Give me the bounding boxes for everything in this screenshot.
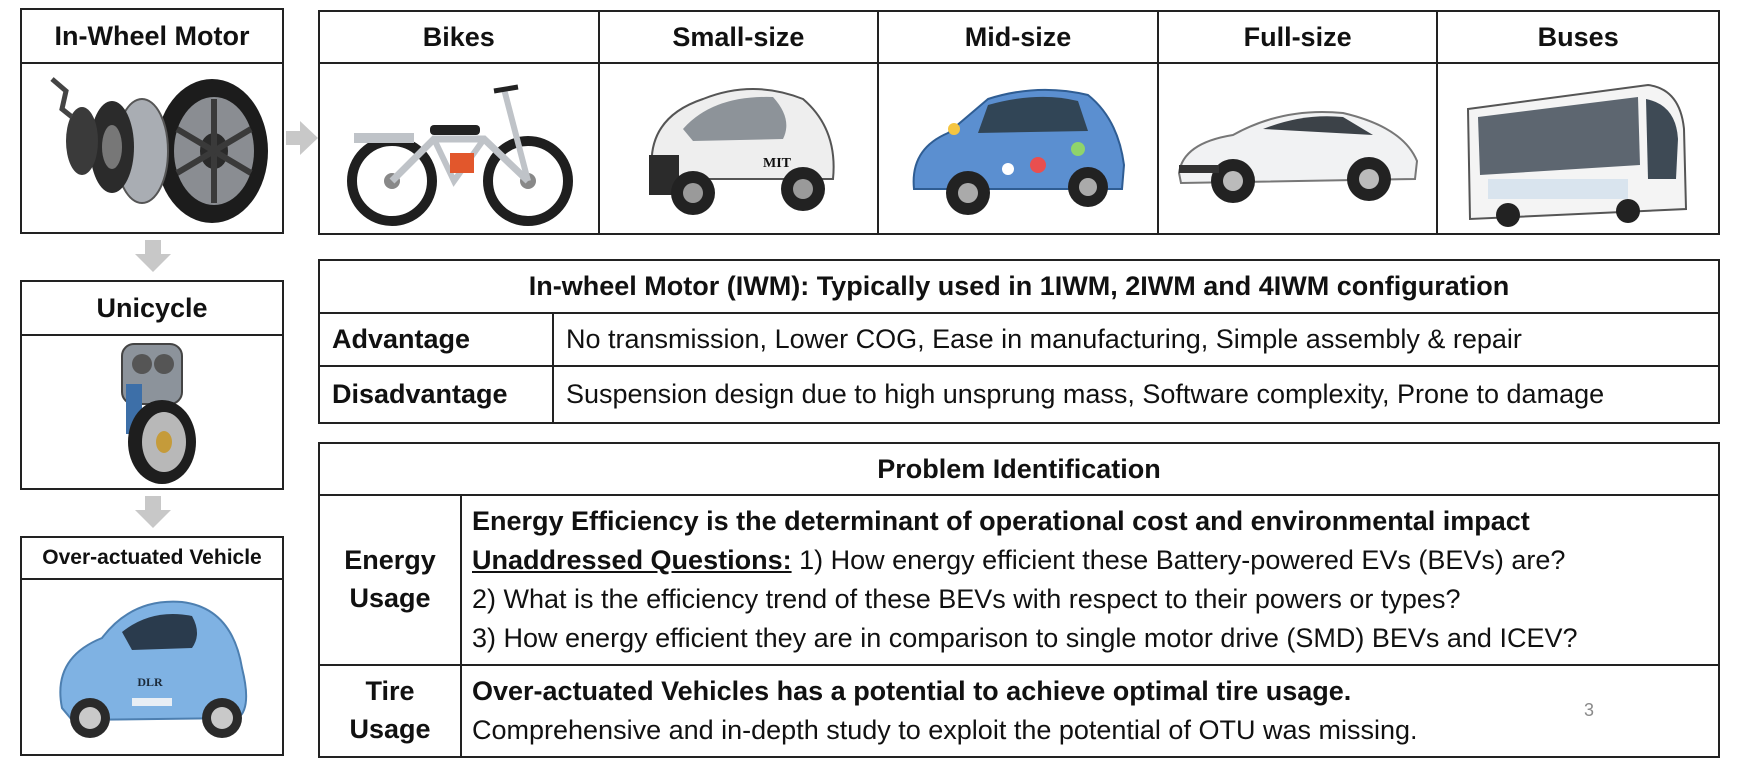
in-wheel-motor-panel: In-Wheel Motor xyxy=(20,8,284,234)
down-arrow-icon xyxy=(135,496,171,528)
advantage-value: No transmission, Lower COG, Ease in manu… xyxy=(552,311,1720,367)
energy-usage-content: Energy Efficiency is the determinant of … xyxy=(460,494,1720,666)
tire-usage-content: Over-actuated Vehicles has a potential t… xyxy=(460,664,1720,758)
full-size-car-image xyxy=(1159,64,1439,233)
small-size-car-text: MIT xyxy=(763,156,792,171)
unicycle-image xyxy=(22,336,282,490)
page-number: 3 xyxy=(1584,700,1595,720)
advantage-label: Advantage xyxy=(318,311,554,367)
tire-headline: Over-actuated Vehicles has a potential t… xyxy=(472,676,1352,706)
right-arrow-icon xyxy=(286,121,318,155)
tire-detail: Comprehensive and in-depth study to expl… xyxy=(472,715,1418,745)
energy-headline: Energy Efficiency is the determinant of … xyxy=(472,506,1530,536)
vehicle-types-strip: Bikes Small-size Mid-size Full-size Buse… xyxy=(318,10,1720,235)
energy-usage-label: Energy Usage xyxy=(318,494,462,666)
vehicle-label-mid-size: Mid-size xyxy=(879,12,1159,64)
unicycle-title: Unicycle xyxy=(22,282,282,336)
in-wheel-motor-title: In-Wheel Motor xyxy=(22,10,282,64)
iwm-table-container: In-wheel Motor (IWM): Typically used in … xyxy=(318,259,1720,425)
energy-usage-label-line-1: Energy xyxy=(344,545,436,576)
down-arrow-icon xyxy=(135,240,171,272)
unaddressed-questions-label: Unaddressed Questions: xyxy=(472,545,792,575)
tire-usage-label-line-1: Tire xyxy=(365,676,415,707)
iwm-table: In-wheel Motor (IWM): Typically used in … xyxy=(318,259,1720,425)
over-actuated-car-text: DLR xyxy=(137,675,163,689)
disadvantage-label: Disadvantage xyxy=(318,364,554,425)
vehicle-label-full-size: Full-size xyxy=(1158,12,1439,64)
vehicle-label-buses: Buses xyxy=(1438,12,1718,64)
tire-usage-label: Tire Usage xyxy=(318,664,462,758)
bus-image xyxy=(1438,64,1718,233)
problem-identification-table: Problem Identification Energy Usage Ener… xyxy=(318,442,1720,758)
question-2: 2) What is the efficiency trend of these… xyxy=(472,584,1461,614)
table-row: Advantage No transmission, Lower COG, Ea… xyxy=(318,311,1720,367)
table-row: Disadvantage Suspension design due to hi… xyxy=(318,364,1720,425)
iwm-table-title: In-wheel Motor (IWM): Typically used in … xyxy=(318,259,1720,314)
vehicle-label-small-size: Small-size xyxy=(599,12,880,64)
bike-image xyxy=(320,64,600,233)
question-1-line: Unaddressed Questions: 1) How energy eff… xyxy=(472,541,1708,580)
vehicle-label-bikes: Bikes xyxy=(320,12,600,64)
problem-identification-title: Problem Identification xyxy=(318,442,1720,496)
disadvantage-value: Suspension design due to high unsprung m… xyxy=(552,364,1720,425)
unicycle-panel: Unicycle xyxy=(20,280,284,490)
question-3: 3) How energy efficient they are in comp… xyxy=(472,623,1578,653)
mid-size-car-image xyxy=(879,64,1159,233)
table-row: Energy Usage Energy Efficiency is the de… xyxy=(318,494,1720,666)
over-actuated-vehicle-image: DLR xyxy=(22,580,282,756)
energy-usage-label-line-2: Usage xyxy=(349,583,431,613)
small-size-car-image: MIT xyxy=(600,64,880,233)
over-actuated-vehicle-title: Over-actuated Vehicle xyxy=(22,538,282,580)
in-wheel-motor-image xyxy=(22,64,282,234)
over-actuated-vehicle-panel: Over-actuated Vehicle DLR xyxy=(20,536,284,756)
question-1: 1) How energy efficient these Battery-po… xyxy=(791,545,1566,575)
problem-identification-container: Problem Identification Energy Usage Ener… xyxy=(318,442,1720,758)
tire-usage-label-line-2: Usage xyxy=(349,714,431,744)
table-row: Tire Usage Over-actuated Vehicles has a … xyxy=(318,664,1720,758)
